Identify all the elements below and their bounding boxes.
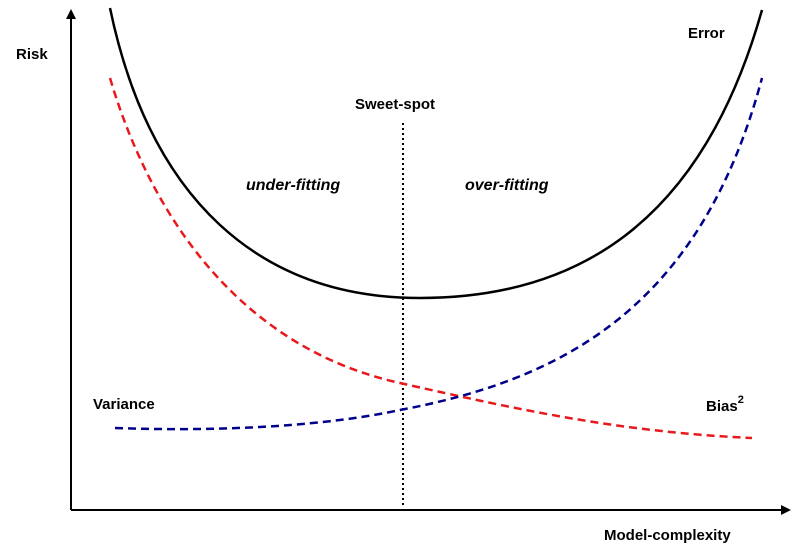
under-fitting-label: under-fitting	[246, 177, 340, 194]
bias-label-text: Bias	[706, 398, 738, 415]
over-fitting-label: over-fitting	[465, 177, 549, 194]
error-label: Error	[688, 25, 725, 42]
sweet-spot-label: Sweet-spot	[355, 96, 435, 113]
bias-curve	[114, 77, 764, 431]
variance-label: Variance	[93, 396, 155, 413]
variance-curve	[108, 77, 753, 440]
bias-label: Bias2	[706, 394, 744, 415]
sweet-spot-label-bg	[352, 92, 454, 116]
error-curve	[108, 7, 764, 300]
x-axis-label: Model-complexity	[604, 527, 731, 544]
y-axis-label: Risk	[16, 46, 48, 63]
bias-label-superscript: 2	[738, 394, 744, 406]
